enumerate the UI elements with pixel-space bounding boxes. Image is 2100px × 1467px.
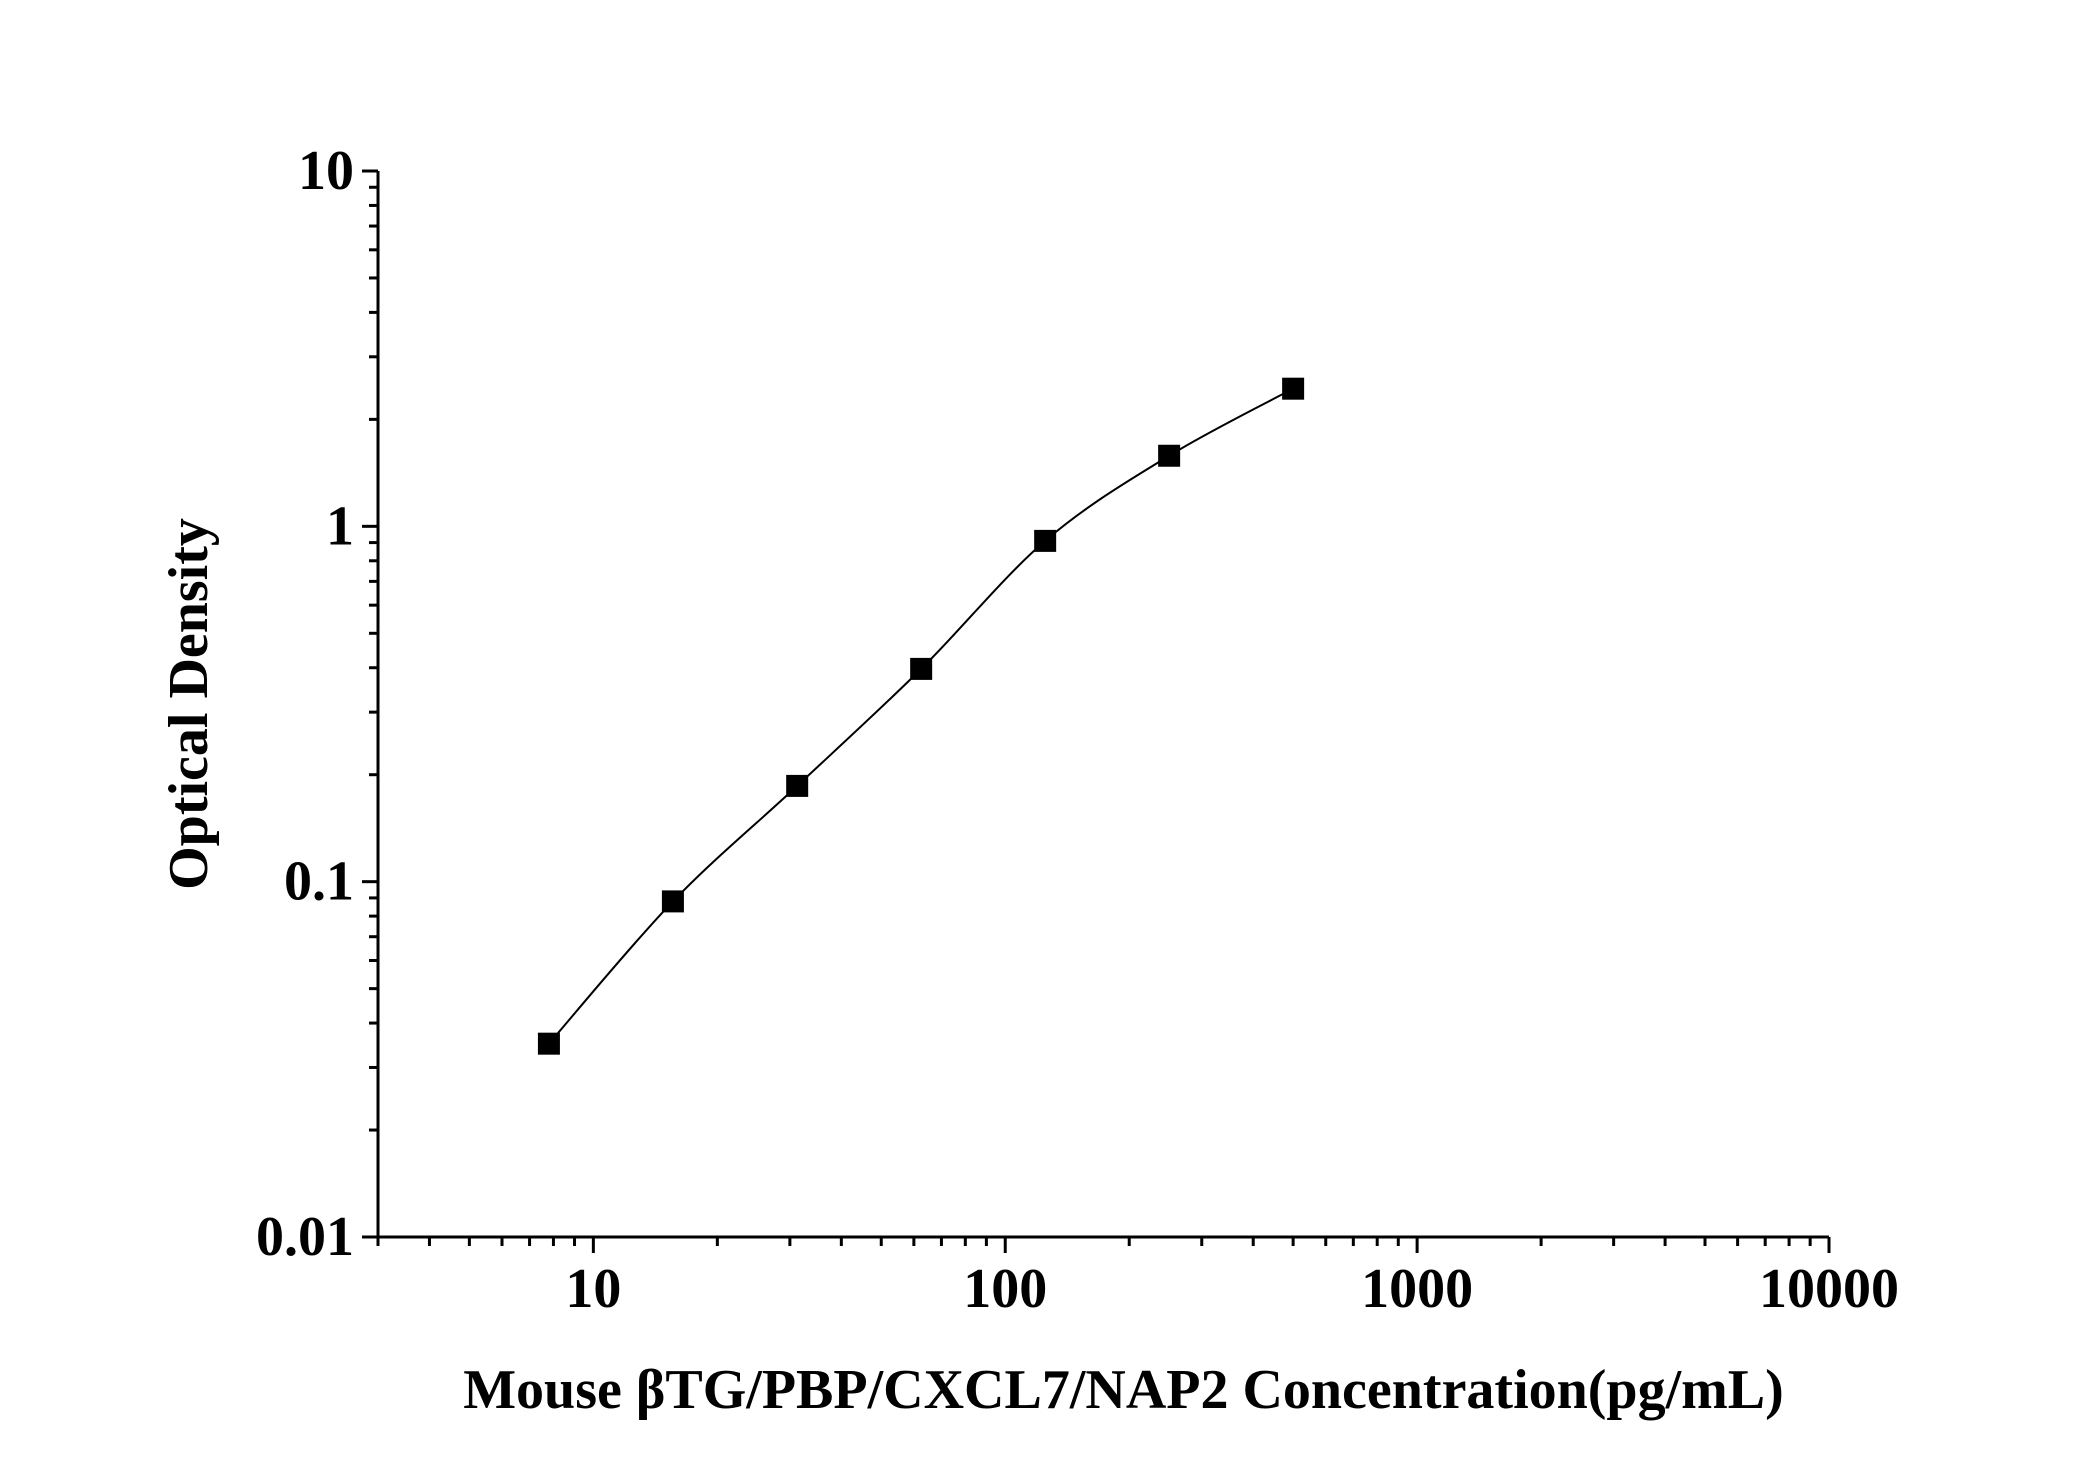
- data-points-layer: [537, 377, 1305, 1055]
- data-point: [537, 1032, 560, 1055]
- x-tick-label: 10000: [1759, 1258, 1899, 1320]
- fit-curve-layer: [548, 387, 1294, 1045]
- y-tick-label: 10: [298, 140, 354, 202]
- labels-layer: Mouse βTG/PBP/CXCL7/NAP2 Concentration(p…: [158, 518, 1784, 1421]
- data-point: [786, 774, 809, 797]
- data-point: [1034, 529, 1057, 552]
- axes: 10 100 1000 10000 0.01 0.1 1 10: [256, 140, 1899, 1320]
- x-tick-label: 10: [565, 1258, 621, 1320]
- y-axis-title: Optical Density: [158, 518, 220, 890]
- fit-curve: [548, 387, 1294, 1045]
- data-point: [1282, 377, 1305, 400]
- x-tick-label: 100: [963, 1258, 1047, 1320]
- x-axis-title: Mouse βTG/PBP/CXCL7/NAP2 Concentration(p…: [463, 1359, 1784, 1421]
- y-tick-label: 0.01: [256, 1206, 354, 1268]
- data-point: [910, 657, 933, 680]
- data-point: [661, 890, 684, 913]
- y-tick-label: 1: [326, 495, 354, 557]
- data-point: [1158, 444, 1181, 467]
- x-tick-label: 1000: [1361, 1258, 1473, 1320]
- y-tick-label: 0.1: [284, 851, 354, 913]
